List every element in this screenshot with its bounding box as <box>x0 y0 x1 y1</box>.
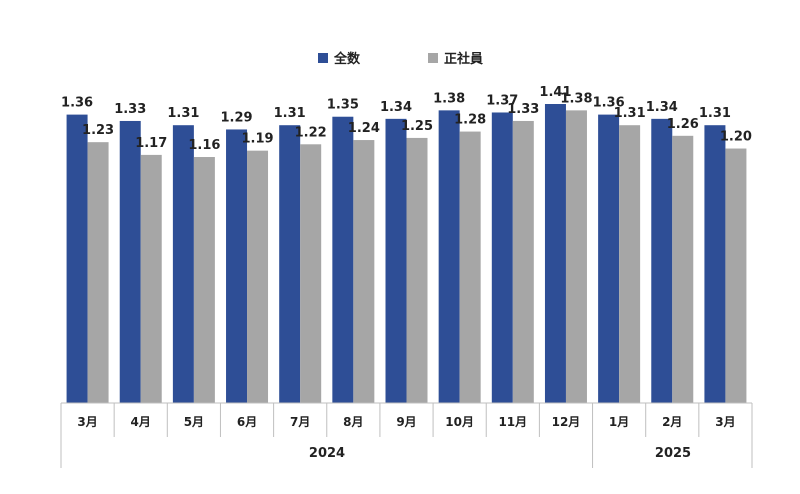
legend-item-series-1: 全数 <box>318 48 360 67</box>
bar-series-1-13 <box>704 125 726 403</box>
data-label-series-2-6: 1.24 <box>348 121 380 136</box>
data-label-series-1-7: 1.34 <box>380 100 412 115</box>
bar-series-1-11 <box>598 114 620 403</box>
data-label-series-1-8: 1.38 <box>433 91 465 106</box>
bar-series-2-13 <box>725 148 747 403</box>
bar-series-2-1 <box>87 142 109 403</box>
year-label-2024: 2024 <box>308 446 346 461</box>
data-label-series-1-11: 1.36 <box>593 96 625 111</box>
x-tick-label-10: 12月 <box>552 415 581 429</box>
data-label-series-1-12: 1.34 <box>646 100 678 115</box>
bar-series-2-10 <box>565 110 587 404</box>
legend: 全数 正社員 <box>0 48 800 68</box>
data-label-series-1-5: 1.31 <box>274 106 306 121</box>
data-label-series-2-1: 1.23 <box>82 123 114 138</box>
bar-series-1-4 <box>226 129 248 403</box>
legend-label-series-2: 正社員 <box>444 52 484 67</box>
bar-series-2-3 <box>193 157 215 403</box>
data-label-series-2-4: 1.19 <box>241 132 273 147</box>
data-label-series-1-4: 1.29 <box>220 110 252 125</box>
x-tick-label-12: 2月 <box>662 415 682 429</box>
legend-item-series-2: 正社員 <box>428 48 483 67</box>
bar-series-2-5 <box>300 144 322 404</box>
x-tick-label-4: 6月 <box>237 415 257 429</box>
bar-series-1-10 <box>544 104 566 403</box>
legend-swatch-series-2 <box>428 52 438 63</box>
x-tick-label-6: 8月 <box>343 415 363 429</box>
bar-series-1-5 <box>279 125 301 403</box>
x-tick-label-13: 3月 <box>715 415 735 429</box>
bar-series-1-12 <box>651 118 673 404</box>
data-label-series-2-9: 1.33 <box>507 102 539 117</box>
bar-series-2-6 <box>353 140 375 403</box>
bar-series-1-1 <box>66 114 88 403</box>
data-label-series-2-3: 1.16 <box>188 138 220 153</box>
data-label-series-1-6: 1.35 <box>327 98 359 113</box>
year-label-2025: 2025 <box>654 446 692 461</box>
x-tick-label-3: 5月 <box>184 415 204 429</box>
bar-series-2-9 <box>512 120 534 403</box>
data-label-series-2-8: 1.28 <box>454 113 486 128</box>
bar-series-2-8 <box>459 131 481 403</box>
x-tick-label-7: 9月 <box>396 415 416 429</box>
data-label-series-1-2: 1.33 <box>114 102 146 117</box>
bar-series-1-9 <box>491 112 513 403</box>
data-label-series-2-5: 1.22 <box>295 125 327 140</box>
x-tick-label-1: 3月 <box>77 415 97 429</box>
x-tick-label-5: 7月 <box>290 415 310 429</box>
data-label-series-2-10: 1.38 <box>560 91 592 106</box>
x-tick-label-9: 11月 <box>498 415 527 429</box>
data-label-series-1-3: 1.31 <box>167 106 199 121</box>
bar-series-1-7 <box>385 118 407 404</box>
data-label-series-2-2: 1.17 <box>135 136 167 151</box>
bar-series-2-11 <box>619 125 641 403</box>
bar-series-2-2 <box>140 154 162 403</box>
bar-series-2-4 <box>247 150 269 403</box>
bar-series-2-7 <box>406 137 428 403</box>
x-tick-label-2: 4月 <box>131 415 151 429</box>
data-label-series-2-7: 1.25 <box>401 119 433 134</box>
bar-series-1-2 <box>119 120 141 403</box>
x-tick-label-8: 10月 <box>445 415 474 429</box>
data-label-series-2-13: 1.20 <box>720 130 752 145</box>
data-label-series-1-1: 1.36 <box>61 96 93 111</box>
legend-swatch-series-1 <box>318 52 328 63</box>
x-tick-label-11: 1月 <box>609 415 629 429</box>
data-label-series-1-10: 1.41 <box>539 85 571 100</box>
bar-series-1-8 <box>438 110 460 404</box>
legend-label-series-1: 全数 <box>334 52 361 67</box>
bar-series-2-12 <box>672 135 694 403</box>
data-label-series-1-9: 1.37 <box>486 93 518 108</box>
bar-series-1-6 <box>332 116 354 404</box>
data-label-series-2-11: 1.31 <box>614 106 646 121</box>
bar-series-1-3 <box>172 125 194 403</box>
data-label-series-2-12: 1.26 <box>667 117 699 132</box>
data-label-series-1-13: 1.31 <box>699 106 731 121</box>
